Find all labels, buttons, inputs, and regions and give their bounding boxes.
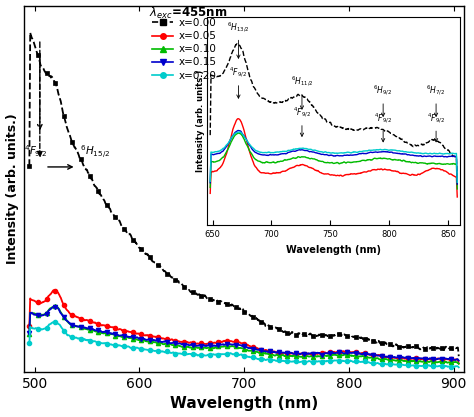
Y-axis label: Intensity (arb. units.): Intensity (arb. units.) (6, 113, 18, 264)
Text: $^6H_{15/2}$: $^6H_{15/2}$ (80, 143, 109, 160)
Text: $^4F_{9/2}$: $^4F_{9/2}$ (24, 143, 48, 160)
Legend: x=0.00, x=0.05, x=0.10, x=0.15, x=0.20: x=0.00, x=0.05, x=0.10, x=0.15, x=0.20 (153, 18, 217, 80)
X-axis label: Wavelength (nm): Wavelength (nm) (170, 397, 318, 412)
Text: $\lambda_{exc}$=455nm: $\lambda_{exc}$=455nm (149, 5, 228, 21)
